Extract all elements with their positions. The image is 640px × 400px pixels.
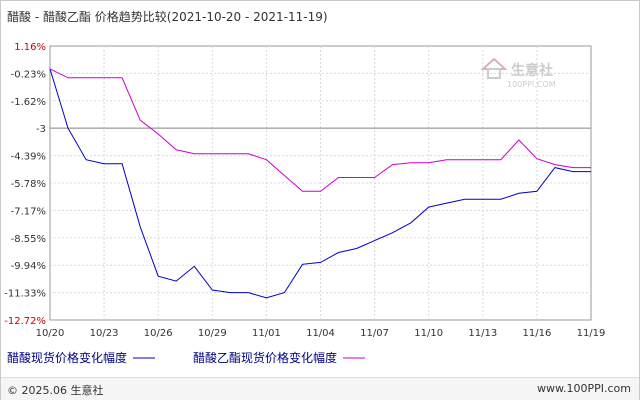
y-tick-label: 1.16%	[14, 42, 46, 53]
x-tick-label: 10/20	[36, 328, 65, 339]
y-tick-label: -1.62%	[11, 97, 46, 108]
y-tick-label: -3	[36, 124, 46, 135]
chart-title: 醋酸 - 醋酸乙酯 价格趋势比较(2021-10-20 - 2021-11-19…	[7, 10, 328, 24]
y-tick-label: -7.17%	[11, 206, 46, 217]
x-tick-label: 11/04	[306, 328, 335, 339]
watermark-url: 100PPI.COM	[507, 80, 556, 89]
series-line-2	[49, 68, 591, 192]
x-tick-label: 11/10	[414, 328, 443, 339]
y-tick-label: -8.55%	[11, 234, 46, 245]
y-tick-label: -9.94%	[11, 261, 46, 272]
x-tick-label: 11/01	[252, 328, 281, 339]
y-tick-label: -11.33%	[4, 289, 46, 300]
series-line-1	[49, 68, 591, 299]
price-trend-chart: 1.16% -0.23% -1.62% -3 -4.39% -5.78% -7.17% -8.…	[4, 42, 606, 365]
y-tick-label: -0.23%	[11, 69, 46, 80]
x-tick-label: 10/26	[144, 328, 173, 339]
x-tick-label: 11/16	[522, 328, 551, 339]
y-tick-label: -4.39%	[11, 152, 46, 163]
watermark-text: 生意社	[511, 62, 553, 79]
legend-label-2: 醋酸乙酯现货价格变化幅度	[193, 350, 337, 365]
x-tick-label: 11/19	[577, 328, 606, 339]
y-tick-label: -12.72%	[4, 316, 46, 327]
x-tick-label: 10/23	[90, 328, 119, 339]
x-tick-label: 11/07	[360, 328, 389, 339]
footer-site-link[interactable]: www.100PPI.com	[537, 382, 631, 395]
y-tick-label: -5.78%	[11, 179, 46, 190]
footer-copyright: © 2025.06 生意社	[7, 384, 104, 397]
x-tick-label: 10/29	[198, 328, 227, 339]
x-tick-label: 11/13	[468, 328, 497, 339]
footer-bar: © 2025.06 生意社 www.100PPI.com	[1, 377, 639, 400]
watermark-house-body	[487, 68, 501, 79]
legend-label-1: 醋酸现货价格变化幅度	[7, 350, 127, 365]
